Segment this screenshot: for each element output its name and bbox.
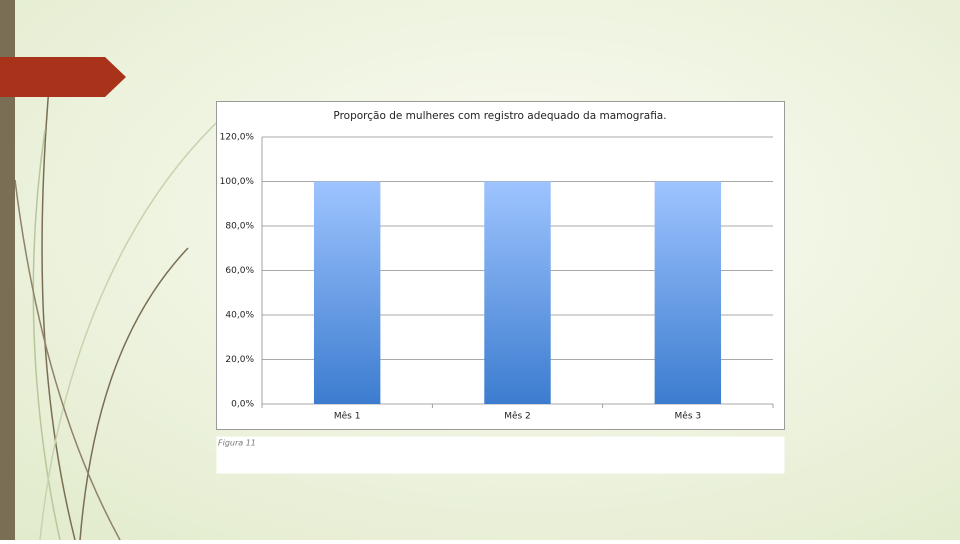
x-tick-label: Mês 3 bbox=[675, 411, 702, 422]
y-tick-label: 60,0% bbox=[225, 266, 254, 276]
y-tick-label: 120,0% bbox=[220, 133, 255, 143]
y-tick-label: 80,0% bbox=[225, 222, 254, 232]
plot: 0,0% 20,0% 40,0% 60,0% 80,0% 100,0% 120,0% Mês … bbox=[220, 133, 774, 422]
y-tick-label: 40,0% bbox=[225, 311, 254, 321]
caption: Figura 11 bbox=[218, 439, 256, 448]
x-tick-label: Mês 2 bbox=[504, 411, 531, 422]
y-tick-label: 20,0% bbox=[225, 355, 254, 365]
y-tick-label: 100,0% bbox=[220, 177, 255, 187]
caption-box bbox=[216, 436, 785, 474]
bar bbox=[484, 181, 551, 404]
arrow-banner bbox=[0, 57, 126, 97]
chart-title: Proporção de mulheres com registro adequ… bbox=[333, 110, 666, 122]
side-bar bbox=[0, 0, 15, 540]
x-tick-label: Mês 1 bbox=[334, 411, 361, 422]
bar bbox=[313, 181, 381, 404]
bar bbox=[654, 181, 722, 404]
y-tick-label: 0,0% bbox=[231, 400, 254, 410]
decoration bbox=[14, 74, 231, 541]
